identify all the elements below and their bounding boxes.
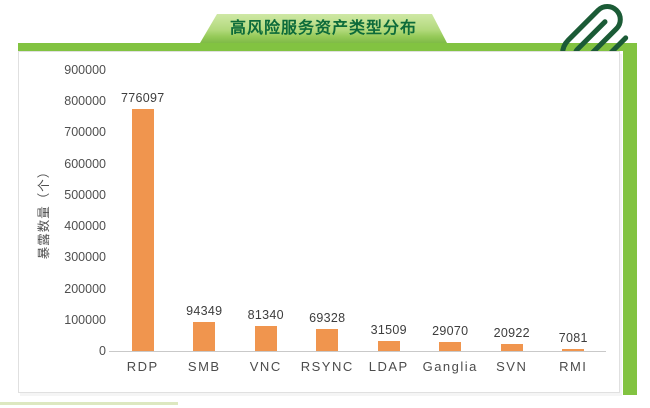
y-tick-label: 200000: [64, 281, 106, 296]
y-tick-label: 500000: [64, 187, 106, 202]
bar-SMB: [193, 321, 216, 351]
bar-value-label: 69328: [309, 311, 346, 326]
bar-RDP: [131, 108, 154, 351]
bar-value-label: 20922: [493, 326, 530, 341]
bottom-decoration: [0, 402, 178, 405]
bar-VNC: [254, 325, 277, 351]
y-tick-label: 600000: [64, 156, 106, 171]
x-axis-line: [109, 351, 606, 352]
x-axis-label-LDAP: LDAP: [368, 359, 409, 374]
x-axis-label-RMI: RMI: [559, 359, 588, 374]
y-tick-label: 700000: [64, 125, 106, 140]
bar-SVN: [500, 344, 523, 351]
bar-value-label: 31509: [370, 323, 407, 338]
bar-value-label: 94349: [186, 303, 223, 318]
frame-top-border: [18, 43, 637, 51]
bar-Ganglia: [439, 341, 462, 351]
y-tick-label: 900000: [64, 63, 106, 77]
y-tick-label: 800000: [64, 94, 106, 109]
x-axis-label-SVN: SVN: [496, 359, 528, 374]
x-axis-label-SMB: SMB: [187, 359, 221, 374]
x-axis-label-RDP: RDP: [126, 359, 159, 374]
bar-value-label: 29070: [432, 323, 469, 338]
bar-value-label: 776097: [120, 90, 165, 105]
bar-value-label: 81340: [247, 307, 284, 322]
chart-panel: 暴露数量（个） 0 100000 200000 300000 400000 500000 6…: [18, 51, 620, 393]
bar-RSYNC: [316, 329, 339, 351]
bar-LDAP: [377, 341, 400, 351]
y-tick-label: 300000: [64, 250, 106, 265]
chart-title: 高风险服务资产类型分布: [229, 20, 417, 37]
x-axis-label-VNC: VNC: [249, 359, 282, 374]
x-axis-label-Ganglia: Ganglia: [422, 359, 478, 374]
frame-right-border: [623, 43, 637, 395]
chart-title-banner: 高风险服务资产类型分布: [200, 14, 447, 43]
y-tick-label: 400000: [64, 219, 106, 234]
bar-RMI: [562, 348, 585, 351]
bar-value-label: 7081: [558, 330, 588, 345]
y-tick-label: 0: [99, 344, 106, 358]
x-axis-label-RSYNC: RSYNC: [300, 359, 354, 374]
y-tick-label: 100000: [64, 312, 106, 327]
